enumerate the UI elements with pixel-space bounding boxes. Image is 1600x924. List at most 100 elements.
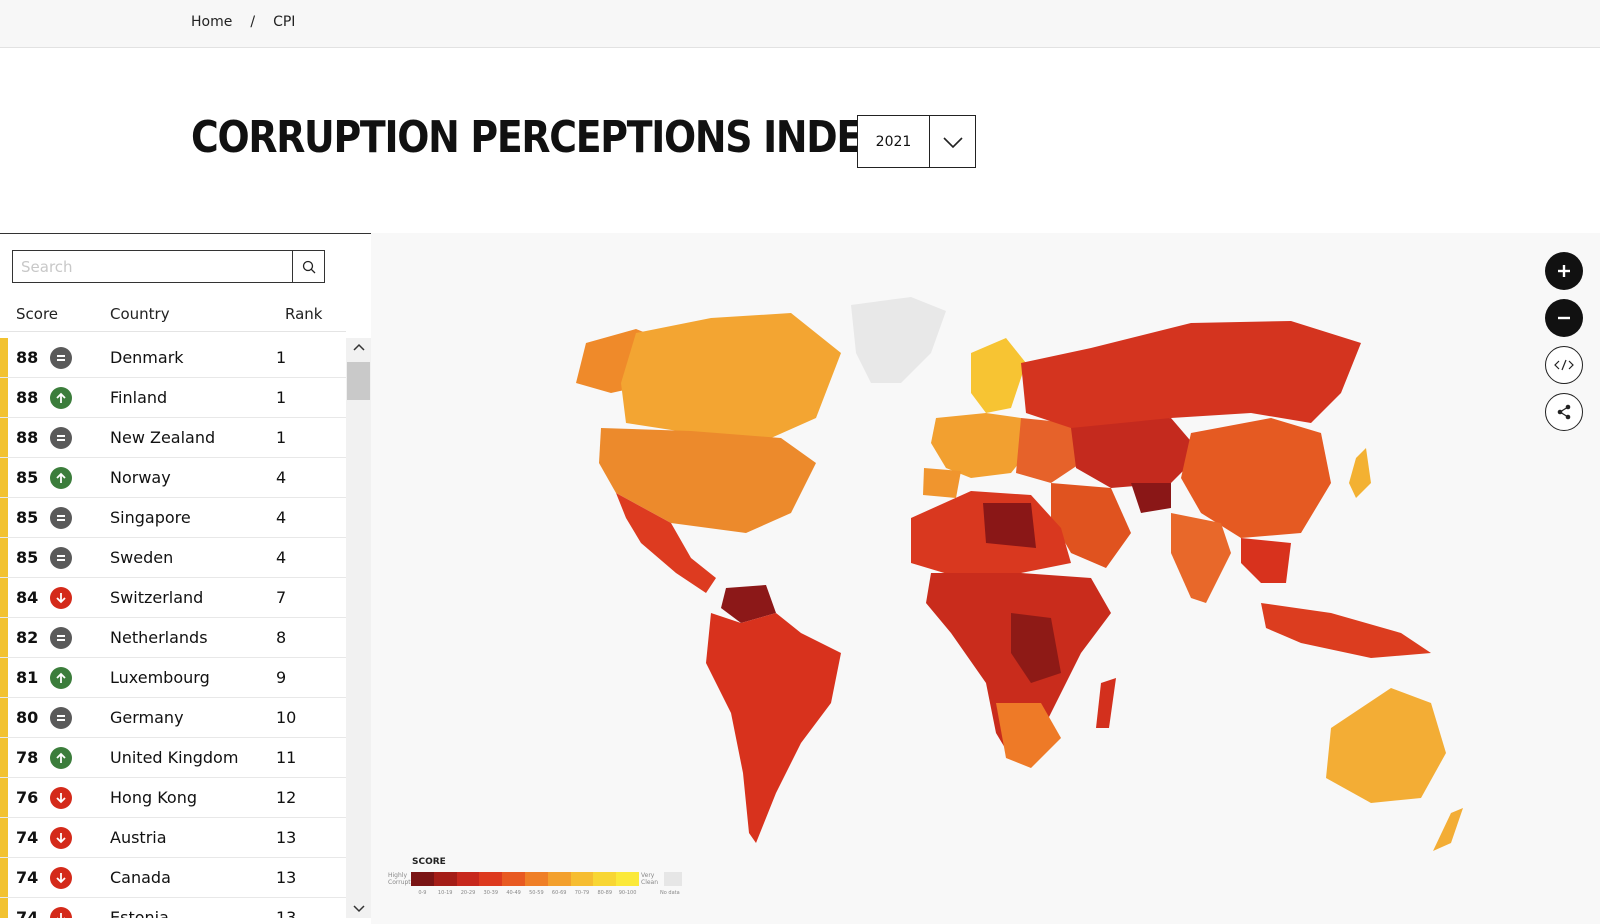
legend-swatch bbox=[570, 872, 594, 886]
map-region-australia[interactable] bbox=[1326, 688, 1446, 803]
header-country[interactable]: Country bbox=[110, 304, 170, 323]
row-country[interactable]: New Zealand bbox=[110, 428, 216, 447]
map-region-southern-africa[interactable] bbox=[996, 703, 1061, 768]
row-country[interactable]: Singapore bbox=[110, 508, 191, 527]
search-input[interactable] bbox=[13, 251, 292, 282]
arrow-down-icon bbox=[50, 866, 72, 889]
map-region-middle-east[interactable] bbox=[1051, 483, 1131, 568]
row-country[interactable]: Canada bbox=[110, 868, 171, 887]
legend-low-label: Highly Corrupt bbox=[388, 872, 411, 886]
map-region-libya[interactable] bbox=[983, 503, 1036, 548]
share-button[interactable] bbox=[1545, 393, 1583, 431]
row-rank: 1 bbox=[276, 348, 287, 367]
ranking-row[interactable]: 80 Germany 10 bbox=[0, 698, 346, 738]
search-button[interactable] bbox=[292, 251, 324, 282]
ranking-row[interactable]: 85 Singapore 4 bbox=[0, 498, 346, 538]
map-region-china[interactable] bbox=[1181, 418, 1331, 538]
ranking-list: 88 Denmark 1 88 Finland 1 88 New Zealand 1 85 Norw… bbox=[0, 338, 346, 918]
row-country[interactable]: Norway bbox=[110, 468, 171, 487]
ranking-row[interactable]: 85 Norway 4 bbox=[0, 458, 346, 498]
row-country[interactable]: Switzerland bbox=[110, 588, 204, 607]
map-region-southeast-asia[interactable] bbox=[1241, 538, 1291, 583]
ranking-row[interactable]: 81 Luxembourg 9 bbox=[0, 658, 346, 698]
legend-title: SCORE bbox=[412, 857, 446, 867]
map-region-south-america[interactable] bbox=[706, 613, 841, 843]
embed-button[interactable] bbox=[1545, 346, 1583, 384]
row-rank: 1 bbox=[276, 428, 287, 447]
ranking-row[interactable]: 85 Sweden 4 bbox=[0, 538, 346, 578]
row-rank: 4 bbox=[276, 548, 287, 567]
map-region-japan[interactable] bbox=[1349, 448, 1371, 498]
ranking-row[interactable]: 74 Canada 13 bbox=[0, 858, 346, 898]
ranking-row[interactable]: 88 Denmark 1 bbox=[0, 338, 346, 378]
map-region-indonesia[interactable] bbox=[1261, 603, 1431, 658]
legend-range-labels: 0-9 10-19 20-29 30-39 40-49 50-59 60-69 70-79 80… bbox=[411, 890, 639, 896]
ranking-row[interactable]: 88 New Zealand 1 bbox=[0, 418, 346, 458]
map-region-madagascar[interactable] bbox=[1096, 678, 1116, 728]
legend-range-label: 80-89 bbox=[597, 890, 613, 896]
map-region-mexico[interactable] bbox=[616, 493, 716, 593]
arrow-down-icon bbox=[50, 906, 72, 918]
row-country[interactable]: United Kingdom bbox=[110, 748, 239, 767]
year-selected-value: 2021 bbox=[858, 116, 930, 167]
list-scrollbar[interactable] bbox=[346, 338, 371, 918]
row-score: 74 bbox=[16, 908, 39, 918]
breadcrumb: Home / CPI bbox=[191, 14, 295, 30]
map-region-central-africa[interactable] bbox=[926, 573, 1111, 758]
year-dropdown[interactable]: 2021 bbox=[857, 115, 976, 168]
row-country[interactable]: Estonia bbox=[110, 908, 169, 918]
ranking-row[interactable]: 74 Estonia 13 bbox=[0, 898, 346, 918]
row-country[interactable]: Austria bbox=[110, 828, 167, 847]
map-region-greenland[interactable] bbox=[851, 297, 946, 383]
scroll-down-icon[interactable] bbox=[346, 900, 371, 918]
row-country[interactable]: Sweden bbox=[110, 548, 174, 567]
map-region-afghanistan[interactable] bbox=[1131, 483, 1171, 513]
row-country[interactable]: Netherlands bbox=[110, 628, 208, 647]
ranking-row[interactable]: 82 Netherlands 8 bbox=[0, 618, 346, 658]
scroll-thumb[interactable] bbox=[347, 362, 370, 400]
scroll-up-icon[interactable] bbox=[346, 338, 371, 356]
map-region-venezuela[interactable] bbox=[721, 585, 776, 623]
map-region-iberia[interactable] bbox=[923, 468, 961, 498]
breadcrumb-home-link[interactable]: Home bbox=[191, 14, 233, 30]
legend-swatch bbox=[456, 872, 480, 886]
map-region-western-europe[interactable] bbox=[931, 413, 1031, 478]
map-region-new-zealand[interactable] bbox=[1433, 808, 1463, 851]
row-rank: 4 bbox=[276, 468, 287, 487]
row-country[interactable]: Hong Kong bbox=[110, 788, 197, 807]
map-region-scandinavia[interactable] bbox=[971, 338, 1026, 413]
ranking-row[interactable]: 76 Hong Kong 12 bbox=[0, 778, 346, 818]
code-icon bbox=[1554, 359, 1574, 371]
legend-range-label: 60-69 bbox=[551, 890, 567, 896]
row-country[interactable]: Denmark bbox=[110, 348, 184, 367]
row-country[interactable]: Finland bbox=[110, 388, 168, 407]
legend-range-label: 70-79 bbox=[574, 890, 590, 896]
ranking-row[interactable]: 88 Finland 1 bbox=[0, 378, 346, 418]
map-region-eastern-europe[interactable] bbox=[1016, 418, 1081, 483]
score-color-bar bbox=[0, 538, 8, 577]
map-region-congo[interactable] bbox=[1011, 613, 1061, 683]
ranking-row[interactable]: 78 United Kingdom 11 bbox=[0, 738, 346, 778]
map-region-russia[interactable] bbox=[1021, 321, 1361, 433]
row-rank: 10 bbox=[276, 708, 297, 727]
map-region-india[interactable] bbox=[1171, 513, 1231, 603]
ranking-row[interactable]: 74 Austria 13 bbox=[0, 818, 346, 858]
zoom-out-button[interactable] bbox=[1545, 299, 1583, 337]
ranking-row[interactable]: 84 Switzerland 7 bbox=[0, 578, 346, 618]
page-title: CORRUPTION PERCEPTIONS INDEX bbox=[191, 112, 890, 163]
map-region-central-asia[interactable] bbox=[1071, 418, 1201, 488]
zoom-in-button[interactable] bbox=[1545, 252, 1583, 290]
score-legend: SCORE Highly Corrupt Very Clean 0-9 10-19… bbox=[388, 857, 688, 907]
header-score[interactable]: Score bbox=[16, 304, 59, 323]
world-map-panel[interactable] bbox=[371, 233, 1600, 924]
header-rank[interactable]: Rank bbox=[285, 304, 323, 323]
score-color-bar bbox=[0, 858, 8, 897]
legend-swatch bbox=[524, 872, 548, 886]
map-region-usa[interactable] bbox=[599, 428, 816, 533]
world-map[interactable] bbox=[371, 233, 1600, 924]
equal-icon bbox=[50, 706, 72, 729]
map-region-canada[interactable] bbox=[621, 313, 841, 438]
row-country[interactable]: Germany bbox=[110, 708, 184, 727]
equal-icon bbox=[50, 506, 72, 529]
row-country[interactable]: Luxembourg bbox=[110, 668, 210, 687]
